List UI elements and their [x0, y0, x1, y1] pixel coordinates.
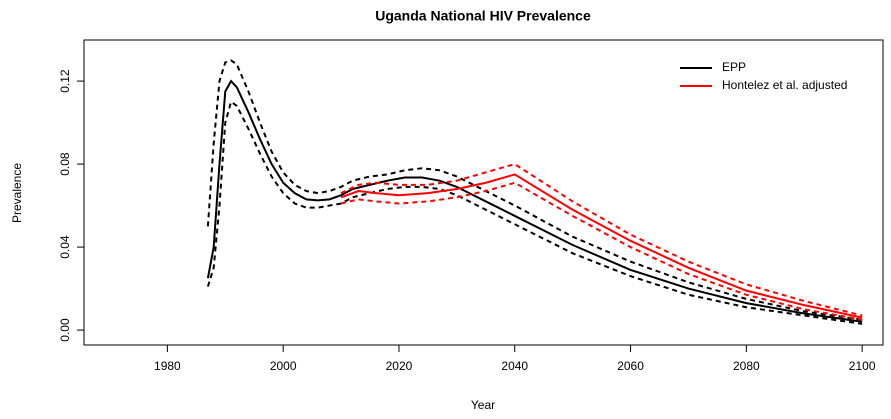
y-tick-label: 0.08 — [58, 152, 72, 176]
y-axis-label: Prevalence — [10, 163, 24, 223]
x-tick-label: 2000 — [270, 359, 297, 373]
series-line — [206, 79, 863, 323]
y-tick-label: 0.12 — [58, 69, 72, 93]
x-tick-label: 1980 — [154, 359, 181, 373]
chart-title: Uganda National HIV Prevalence — [375, 8, 591, 24]
y-tick-label: 0.00 — [58, 318, 72, 342]
x-tick-label: 2060 — [617, 359, 644, 373]
x-tick-label: 2100 — [849, 359, 876, 373]
series-line — [340, 173, 863, 319]
x-axis-label: Year — [471, 398, 495, 412]
band-line — [206, 59, 863, 321]
legend-label: EPP — [722, 60, 746, 74]
legend-label: Hontelez et al. adjusted — [722, 78, 847, 92]
y-tick-label: 0.04 — [58, 235, 72, 259]
band-line — [206, 100, 863, 325]
x-tick-label: 2040 — [501, 359, 528, 373]
plot-box — [83, 39, 884, 346]
x-tick-label: 2080 — [733, 359, 760, 373]
band-line — [340, 181, 863, 321]
x-tick-label: 2020 — [386, 359, 413, 373]
band-line — [340, 162, 863, 317]
